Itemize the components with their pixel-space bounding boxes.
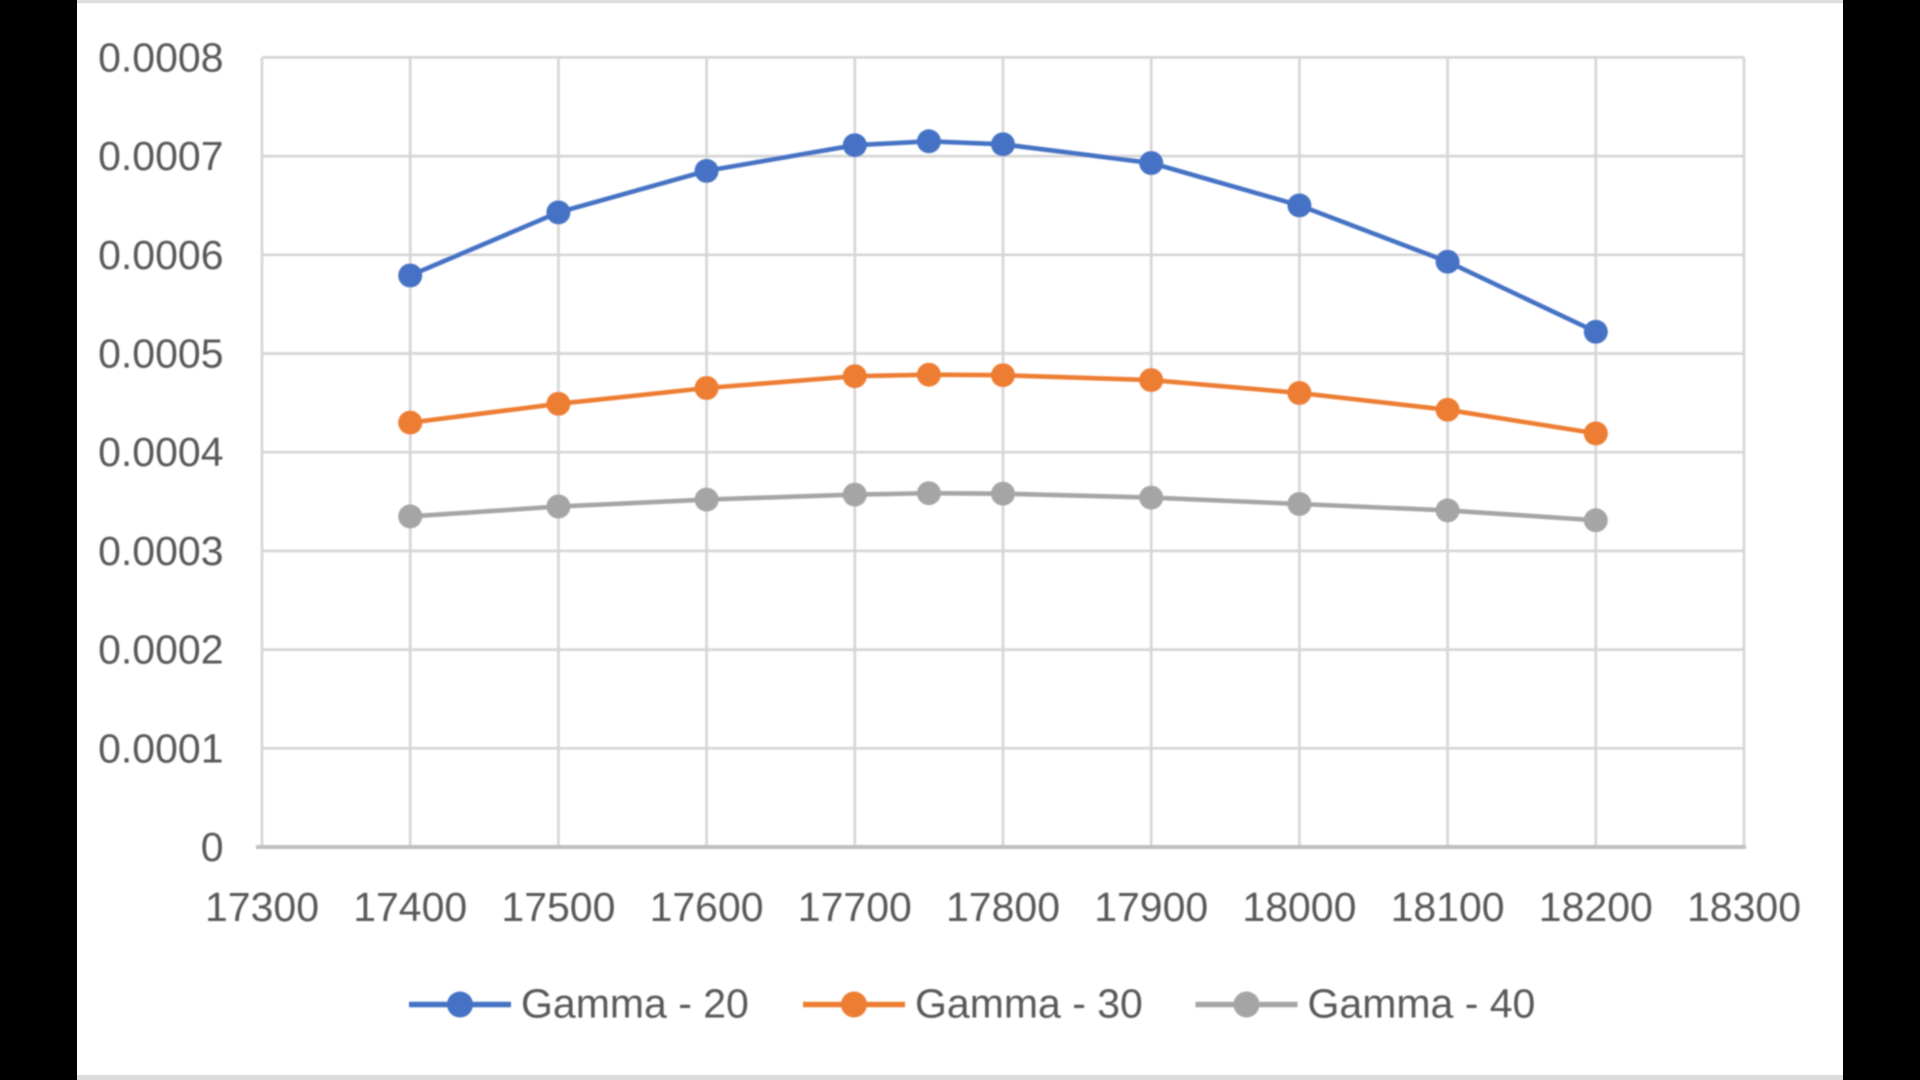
- svg-text:0.0004: 0.0004: [98, 429, 223, 475]
- svg-text:18300: 18300: [1687, 884, 1801, 930]
- svg-text:0.0005: 0.0005: [98, 331, 223, 377]
- svg-text:0.0001: 0.0001: [98, 725, 223, 771]
- svg-text:17400: 17400: [353, 884, 467, 930]
- svg-text:17800: 17800: [946, 884, 1060, 930]
- svg-text:17500: 17500: [501, 884, 615, 930]
- svg-text:0.0007: 0.0007: [98, 133, 223, 179]
- svg-text:17300: 17300: [205, 884, 319, 930]
- svg-text:17600: 17600: [650, 884, 764, 930]
- svg-text:Gamma - 20: Gamma - 20: [521, 981, 749, 1027]
- svg-text:0.0003: 0.0003: [98, 528, 223, 574]
- svg-text:17700: 17700: [798, 884, 912, 930]
- svg-text:18200: 18200: [1539, 884, 1653, 930]
- svg-text:0.0002: 0.0002: [98, 627, 223, 673]
- svg-text:Gamma - 40: Gamma - 40: [1308, 981, 1536, 1027]
- svg-text:0: 0: [201, 824, 224, 870]
- svg-text:18000: 18000: [1242, 884, 1356, 930]
- svg-text:Gamma - 30: Gamma - 30: [915, 981, 1143, 1027]
- svg-text:17900: 17900: [1094, 884, 1208, 930]
- svg-text:0.0006: 0.0006: [98, 232, 223, 278]
- svg-text:18100: 18100: [1391, 884, 1505, 930]
- svg-text:0.0008: 0.0008: [98, 34, 223, 80]
